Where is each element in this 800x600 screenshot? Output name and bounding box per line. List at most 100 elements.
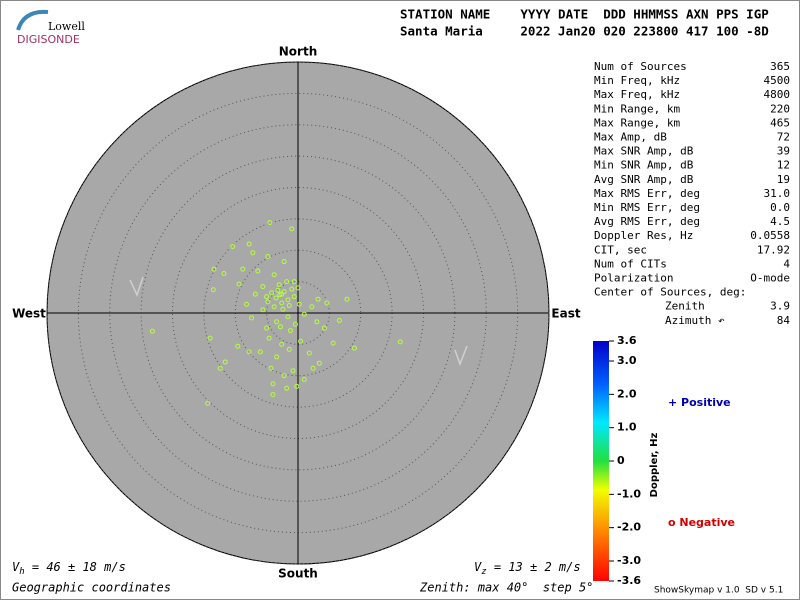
source-point	[235, 343, 241, 349]
stat-value: 17.92	[757, 243, 790, 256]
source-point	[246, 241, 252, 247]
source-point	[285, 314, 291, 320]
stat-label: Min SNR Amp, dB	[594, 159, 694, 172]
chevron	[129, 276, 468, 367]
header-columns: STATION NAME YYYY DATE DDD HHMMSS AXN PP…	[400, 7, 769, 22]
source-point	[344, 296, 350, 302]
source-point	[265, 254, 271, 260]
source-point	[315, 296, 321, 302]
stat-label: Max Freq, kHz	[594, 88, 680, 101]
source-point	[321, 325, 327, 331]
logo-swoosh	[16, 9, 49, 31]
source-point	[210, 287, 216, 293]
stat-label: CIT, sec	[594, 243, 647, 256]
source-point	[292, 321, 298, 327]
stat-value: 31.0	[764, 187, 791, 200]
colorbar-tick-label: -2.0	[617, 521, 641, 534]
source-point	[264, 294, 270, 300]
stat-value: 365	[770, 60, 790, 73]
source-point	[285, 297, 291, 303]
stat-label: Max SNR Amp, dB	[594, 145, 694, 158]
source-point	[306, 350, 312, 356]
stat-value: 0.0558	[750, 229, 790, 242]
source-point	[284, 279, 290, 285]
stat-label: Max Range, km	[594, 116, 680, 129]
source-point	[275, 287, 281, 293]
source-point	[271, 272, 277, 278]
center-row-value: 3.9	[770, 300, 790, 313]
source-point	[287, 328, 293, 334]
stat-value: 4800	[764, 88, 791, 101]
colorbar-tick-label: -3.6	[617, 574, 641, 587]
stat-value: 220	[770, 102, 790, 115]
source-point	[281, 289, 287, 295]
source-point	[286, 346, 292, 352]
source-point	[266, 335, 272, 341]
header-values: Santa Maria 2022 Jan20 020 223800 417 10…	[400, 24, 769, 39]
legend-negative: o Negative	[668, 516, 735, 529]
dir-north: North	[279, 45, 317, 59]
source-point	[309, 304, 315, 310]
colorbar-tick-label: 1.0	[617, 421, 637, 434]
stat-label: Doppler Res, Hz	[594, 229, 693, 242]
stat-value: 4.5	[770, 215, 790, 228]
stat-value: O-mode	[750, 272, 790, 285]
source-point	[281, 259, 287, 265]
logo-top: Lowell	[48, 20, 85, 33]
source-point	[286, 302, 292, 308]
source-point	[281, 373, 287, 379]
colorbar-tick-label: -3.0	[617, 554, 641, 567]
source-point	[270, 381, 276, 387]
source-point	[217, 365, 223, 371]
source-point	[250, 250, 256, 256]
logo-bottom: DIGISONDE	[17, 33, 80, 46]
source-point	[301, 377, 307, 383]
source-point	[291, 279, 297, 285]
stat-value: 19	[777, 173, 790, 186]
source-point	[279, 291, 285, 297]
source-point	[268, 365, 274, 371]
source-point	[289, 286, 295, 292]
source-point	[277, 324, 283, 330]
source-point	[271, 304, 277, 310]
source-point	[310, 365, 316, 371]
source-point	[244, 301, 250, 307]
source-point	[316, 360, 322, 366]
source-point	[397, 339, 403, 345]
source-point	[324, 300, 330, 306]
source-point	[222, 359, 228, 365]
stat-label: Num of CITs	[594, 257, 667, 270]
source-point	[255, 268, 261, 274]
source-point	[290, 368, 296, 374]
source-point	[230, 243, 236, 249]
source-point	[260, 307, 266, 313]
source-point	[279, 341, 285, 347]
stat-value: 4	[783, 257, 790, 270]
source-point	[269, 290, 275, 296]
version: ShowSkymap v 1.0 SD v 5.1	[654, 586, 783, 596]
colorbar-label: Doppler, Hz	[649, 433, 660, 498]
stat-label: Polarization	[594, 272, 673, 285]
colorbar-tick-label: -1.0	[617, 487, 641, 500]
source-point	[280, 306, 286, 312]
stat-value: 72	[777, 131, 790, 144]
stat-label: Avg SNR Amp, dB	[594, 173, 694, 186]
colorbar-tick-label: 3.6	[617, 334, 637, 347]
source-point	[265, 299, 271, 305]
stat-label: Max RMS Err, deg	[594, 187, 700, 200]
source-point	[236, 281, 242, 287]
source-point	[298, 338, 304, 344]
source-point	[279, 300, 285, 306]
source-point	[205, 400, 211, 406]
source-point	[274, 319, 280, 325]
source-point	[314, 319, 320, 325]
source-point	[330, 340, 336, 346]
velocity-z: Vz = 13 ± 2 m/s	[474, 560, 581, 577]
legend-positive: + Positive	[668, 396, 731, 409]
source-point	[267, 220, 273, 226]
source-point	[240, 266, 246, 272]
source-point	[336, 318, 342, 324]
source-point	[274, 354, 280, 360]
zenith-note: Zenith: max 40° step 5°	[419, 581, 593, 595]
